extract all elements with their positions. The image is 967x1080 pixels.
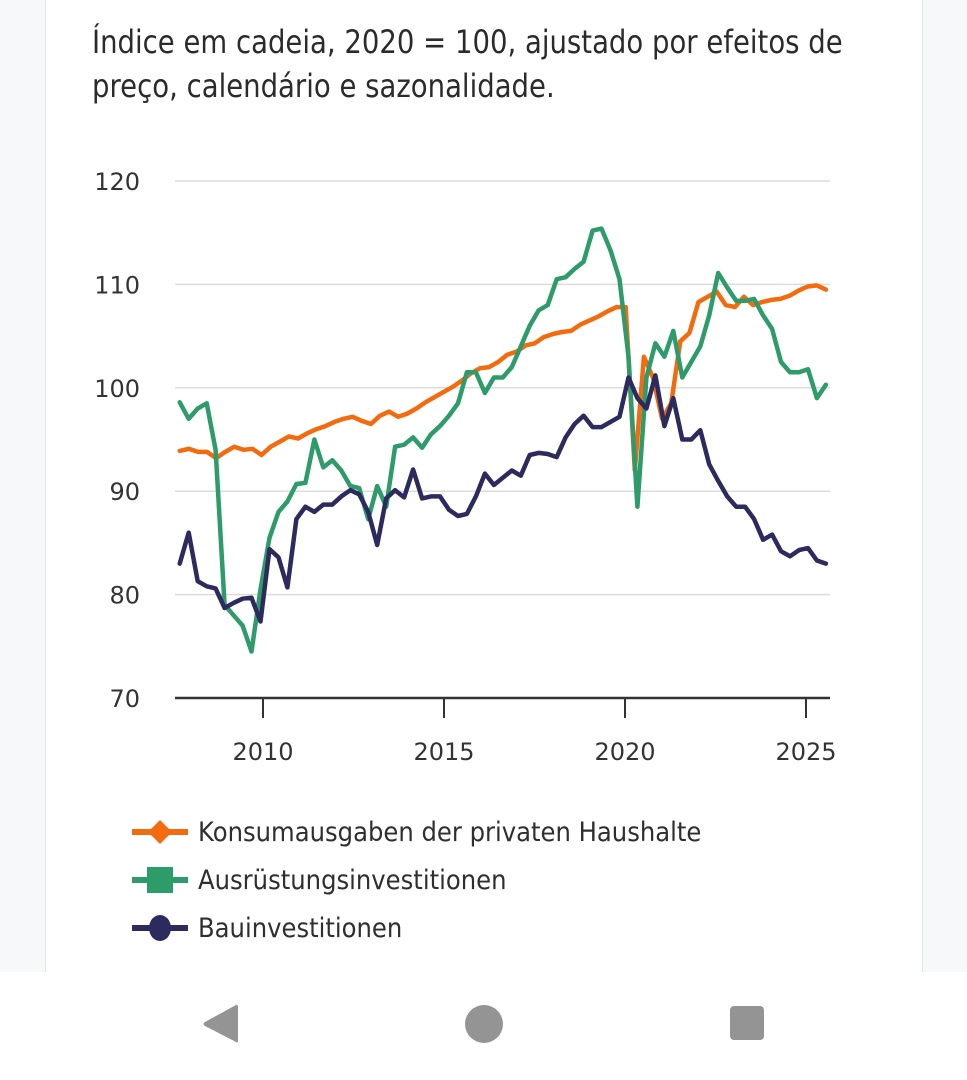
legend-item-konsum[interactable]: Konsumausgaben der privaten Haushalte [130,808,757,856]
circle-marker-icon [132,915,188,941]
x-tick-label: 2025 [775,738,836,766]
x-tick-label: 2020 [594,738,655,766]
series-line-ausruestung[interactable] [177,226,829,654]
legend-label: Bauinvestitionen [198,912,403,944]
y-axis-tick-labels: 70 80 90 100 110 120 [94,168,140,713]
line-chart: 70 80 90 100 110 120 2010 2015 2020 2025 [94,168,837,766]
circle-home-icon [465,1005,503,1043]
gridlines [175,180,830,596]
chart-subtitle: Índice em cadeia, 2020 = 100, ajustado p… [92,23,843,105]
android-navigation-bar [0,972,967,1080]
legend-item-bau[interactable]: Bauinvestitionen [130,904,757,952]
back-button[interactable] [200,1002,240,1050]
y-tick-label: 90 [109,478,140,506]
y-tick-label: 100 [94,375,140,403]
y-tick-label: 110 [94,271,140,299]
square-marker-icon [132,867,188,893]
chart-card [45,0,923,972]
series-line-bau[interactable] [177,373,829,624]
legend-label: Konsumausgaben der privaten Haushalte [198,816,702,848]
legend: Konsumausgaben der privaten Haushalte Au… [130,808,757,952]
y-tick-label: 70 [109,685,140,713]
series-line-konsum[interactable] [177,283,829,473]
square-recents-icon [730,1006,764,1040]
series-lines [177,226,829,654]
x-axis: 2010 2015 2020 2025 [175,696,837,766]
legend-label: Ausrüstungsinvestitionen [198,864,507,896]
legend-item-ausruestung[interactable]: Ausrüstungsinvestitionen [130,856,757,904]
triangle-back-icon [203,1004,238,1043]
recents-button[interactable] [728,1002,768,1050]
x-tick-label: 2010 [232,738,293,766]
home-button[interactable] [464,1002,504,1050]
diamond-marker-icon [132,820,188,844]
x-tick-label: 2015 [413,738,474,766]
y-tick-label: 120 [94,168,140,196]
y-tick-label: 80 [109,582,140,610]
